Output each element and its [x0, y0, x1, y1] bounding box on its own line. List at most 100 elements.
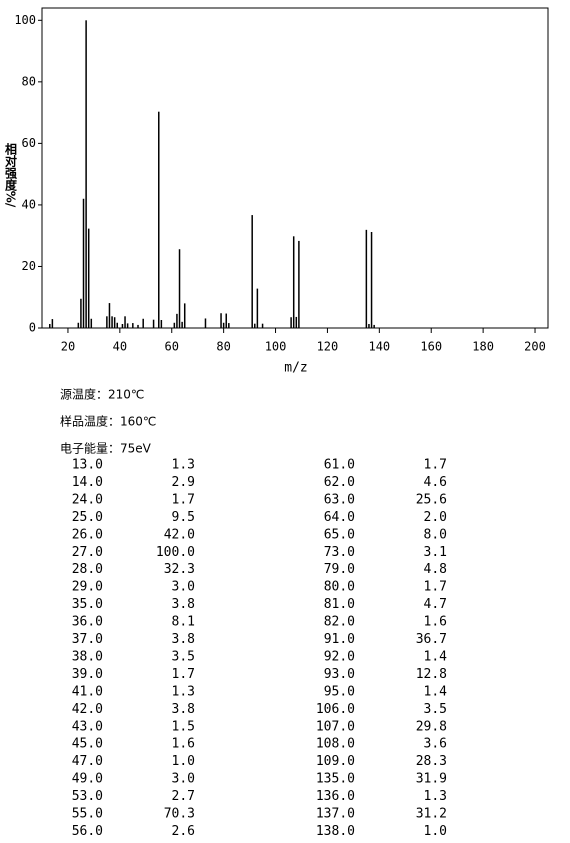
peak	[365, 229, 368, 328]
y-tick-label: 80	[22, 74, 36, 88]
intensity-cell: 2.0	[424, 510, 447, 525]
intensity-cell: 1.7	[172, 667, 195, 682]
peak	[228, 323, 230, 328]
mz-cell: 61.0	[324, 458, 355, 473]
mz-cell: 27.0	[72, 545, 103, 560]
x-tick-label: 40	[113, 340, 127, 354]
mz-cell: 81.0	[324, 597, 355, 612]
peak	[254, 323, 256, 328]
intensity-cell: 4.7	[424, 597, 447, 612]
intensity-cell: 3.5	[424, 702, 447, 717]
mz-cell: 64.0	[324, 510, 355, 525]
y-tick-label: 0	[29, 321, 36, 335]
intensity-cell: 3.8	[172, 632, 195, 647]
intensity-cell: 1.5	[172, 719, 195, 734]
x-tick-label: 180	[472, 340, 494, 354]
intensity-cell: 1.3	[172, 458, 195, 473]
intensity-cell: 1.3	[172, 684, 195, 699]
intensity-cell: 1.6	[424, 615, 447, 630]
mz-cell: 137.0	[316, 807, 355, 822]
peak	[181, 321, 183, 328]
mz-cell: 108.0	[316, 737, 355, 752]
mz-cell: 42.0	[72, 702, 103, 717]
peak	[85, 20, 87, 329]
peak	[111, 316, 113, 328]
mz-cell: 62.0	[324, 475, 355, 490]
x-tick-label: 140	[368, 340, 390, 354]
plot-frame	[41, 7, 549, 329]
peak	[108, 303, 111, 328]
intensity-cell: 36.7	[416, 632, 447, 647]
intensity-cell: 100.0	[156, 545, 195, 560]
mz-cell: 95.0	[324, 684, 355, 699]
mz-cell: 39.0	[72, 667, 103, 682]
y-tick-label: 100	[14, 13, 36, 27]
mz-cell: 47.0	[72, 754, 103, 769]
intensity-cell: 3.8	[172, 597, 195, 612]
peak	[137, 324, 139, 328]
intensity-cell: 70.3	[164, 807, 195, 822]
mz-cell: 13.0	[72, 458, 103, 473]
mz-cell: 28.0	[72, 562, 103, 577]
intensity-cell: 25.6	[416, 492, 447, 507]
y-tick-label: 20	[22, 259, 36, 273]
mz-cell: 79.0	[324, 562, 355, 577]
mz-cell: 92.0	[324, 649, 355, 664]
mz-cell: 35.0	[72, 597, 103, 612]
peak	[82, 198, 85, 328]
mz-cell: 41.0	[72, 684, 103, 699]
intensity-cell: 4.8	[424, 562, 447, 577]
intensity-cell: 1.0	[172, 754, 195, 769]
x-tick-label: 60	[165, 340, 179, 354]
mz-cell: 109.0	[316, 754, 355, 769]
intensity-cell: 3.0	[172, 772, 195, 787]
mz-cell: 107.0	[316, 719, 355, 734]
mz-cell: 135.0	[316, 772, 355, 787]
peak	[256, 288, 259, 328]
intensity-cell: 9.5	[172, 510, 195, 525]
x-tick-label: 200	[524, 340, 546, 354]
peak	[87, 228, 90, 328]
peak	[368, 324, 370, 328]
mz-cell: 14.0	[72, 475, 103, 490]
mz-cell: 37.0	[72, 632, 103, 647]
intensity-cell: 1.7	[172, 492, 195, 507]
mz-cell: 45.0	[72, 737, 103, 752]
y-axis-label: 相对强度%/	[4, 141, 18, 207]
peak	[220, 313, 222, 328]
mz-cell: 82.0	[324, 615, 355, 630]
mz-cell: 55.0	[72, 807, 103, 822]
peak	[292, 236, 295, 328]
peak	[158, 111, 160, 328]
peak	[126, 323, 129, 328]
peak	[49, 324, 51, 328]
intensity-cell: 1.4	[424, 649, 448, 664]
intensity-cell: 1.6	[172, 737, 195, 752]
x-tick-label: 80	[216, 340, 230, 354]
peak	[178, 249, 181, 328]
mz-cell: 93.0	[324, 667, 355, 682]
intensity-cell: 3.1	[424, 545, 447, 560]
intensity-cell: 31.9	[416, 772, 447, 787]
intensity-cell: 8.1	[172, 615, 195, 630]
peak	[51, 319, 54, 328]
mz-cell: 56.0	[72, 824, 103, 839]
info-line: 电子能量：75eV	[60, 442, 152, 456]
mz-cell: 106.0	[316, 702, 355, 717]
intensity-cell: 3.0	[172, 580, 195, 595]
intensity-cell: 2.6	[172, 824, 195, 839]
intensity-cell: 1.7	[424, 458, 447, 473]
peak	[298, 240, 300, 328]
intensity-cell: 2.7	[172, 789, 195, 804]
intensity-cell: 31.2	[416, 807, 447, 822]
mz-cell: 63.0	[324, 492, 355, 507]
peak	[152, 319, 155, 328]
peak	[370, 232, 373, 328]
peak	[160, 320, 163, 328]
x-tick-label: 20	[61, 340, 75, 354]
intensity-cell: 3.5	[172, 649, 195, 664]
mz-cell: 91.0	[324, 632, 355, 647]
peak	[116, 322, 119, 328]
